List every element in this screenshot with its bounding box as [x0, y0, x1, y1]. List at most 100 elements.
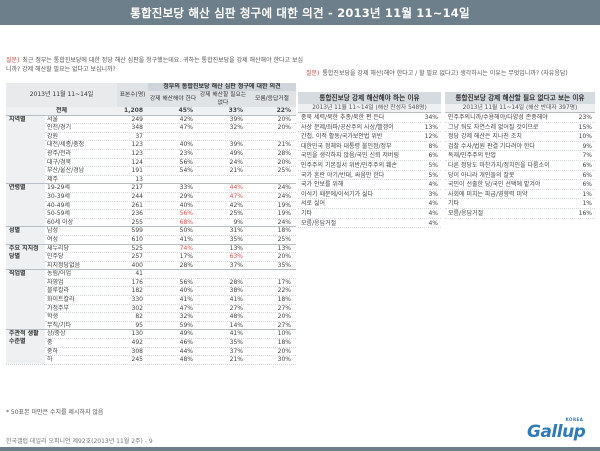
list-item: 민주주의니까/수용해야/다양성 존중해야 23%: [445, 113, 595, 123]
row-dissolve: 42%: [148, 114, 198, 125]
row-unsure: 18%: [248, 226, 296, 236]
row-no-need: [198, 175, 248, 185]
row-unsure: 22%: [248, 286, 296, 297]
list-item: 대한민국 정체와 대통령 불인정/정부 8%: [298, 142, 441, 152]
table-row: 블루칼라 182 40% 38% 22%: [6, 286, 296, 297]
table-row: 주요 지지정당별 새누리당 525 74% 13% 13%: [6, 243, 296, 271]
table-row: 강원 37: [6, 132, 296, 142]
reason-label: 대한민국 정체와 대통령 불인정/정부: [301, 142, 392, 150]
table-row: 학생 82 32% 48% 20%: [6, 312, 296, 322]
row-n: 82: [117, 312, 148, 322]
row-unsure: 27%: [248, 321, 296, 331]
opinion-table: 2013년 11월 11~14일 표본수(명) 정부의 통합진보당 해산 심판 …: [6, 83, 296, 365]
row-dissolve: [148, 269, 198, 279]
row-n: 191: [117, 166, 148, 176]
row-unsure: 27%: [248, 304, 296, 314]
row-label: 광주/전라: [45, 149, 117, 159]
row-n: 525: [117, 243, 148, 254]
list-item: 민주주의 기본질서 위반/민주주의 훼손 5%: [298, 161, 441, 171]
row-n: 37: [117, 132, 148, 142]
list-item: 모름/응답거절 16%: [445, 209, 595, 219]
bottom-rule: [0, 447, 600, 451]
list-item: 검찰 수사/법원 판결 기다려야 한다 9%: [445, 142, 595, 152]
total-n: 1,208: [117, 107, 148, 116]
row-n: 257: [117, 252, 148, 262]
row-no-need: 32%: [198, 123, 248, 133]
row-unsure: 25%: [248, 235, 296, 245]
reason-value: 5%: [428, 161, 438, 169]
reason-value: 6%: [582, 161, 592, 169]
row-no-need: 13%: [198, 243, 248, 254]
row-n: 176: [117, 278, 148, 288]
table-row: 제주 13: [6, 175, 296, 185]
source-note: 한국갤럽 데일리 오피니언 제92호(2013년 11월 2주) - 9: [6, 438, 153, 445]
col-dissolve: 강제 해산해야 한다: [148, 90, 198, 107]
reason-label: 기타: [301, 209, 313, 217]
reason-label: 당이 아니라 개인들의 잘못: [448, 171, 515, 179]
row-dissolve: 68%: [148, 218, 198, 228]
table-row: 인천/경기 348 47% 32% 20%: [6, 123, 296, 133]
panel-subtitle: 2013년 11월 11~14일 (해산 찬성자 548명): [298, 104, 441, 113]
reason-value: 7%: [582, 152, 592, 160]
total-a: 45%: [148, 107, 198, 116]
row-no-need: 14%: [198, 321, 248, 331]
table-row: 가정주부 302 47% 27% 27%: [6, 304, 296, 314]
row-label: 대전/세종/충청: [45, 140, 117, 150]
row-dissolve: 56%: [148, 158, 198, 168]
row-unsure: 10%: [248, 329, 296, 340]
col-unsure: 모름/응답거절: [248, 90, 296, 107]
panel-subtitle: 2013년 11월 11~14일 (해산 반대자 397명): [445, 104, 595, 113]
question-mark: 질문): [306, 70, 320, 77]
reason-label: 이석기 때문에/이석기가 싫다: [301, 190, 374, 198]
row-unsure: 19%: [248, 209, 296, 219]
reason-label: 국민이 선출한 당/국민 선택에 맡겨야: [448, 181, 541, 189]
row-n: 182: [117, 286, 148, 297]
row-label: 60세 이상: [45, 218, 117, 228]
reasons-no-need-panel: 통합진보당 강제 해산할 필요 없다고 보는 이유 2013년 11월 11~1…: [445, 92, 595, 219]
reason-value: 6%: [582, 171, 592, 179]
row-dissolve: 41%: [148, 295, 198, 305]
row-label: 새누리당: [45, 243, 117, 254]
row-n: 348: [117, 123, 148, 133]
row-n: 599: [117, 226, 148, 236]
row-no-need: 41%: [198, 329, 248, 340]
row-dissolve: 50%: [148, 226, 198, 236]
row-no-need: 28%: [198, 278, 248, 288]
reason-label: 사회에 미치는 파급/영향력 미약: [448, 190, 528, 198]
row-label: 40-49세: [45, 201, 117, 211]
row-label: 인천/경기: [45, 123, 117, 133]
row-unsure: 20%: [248, 123, 296, 133]
row-unsure: 24%: [248, 218, 296, 228]
row-label: 블루칼라: [45, 286, 117, 297]
group-label: 직업별: [6, 269, 45, 331]
row-label: 30-39세: [45, 192, 117, 202]
reasons-no-need-list: 민주주의니까/수용해야/다양성 존중해야 23% 그냥 둬도 자연스레 없어질 것이…: [445, 113, 595, 219]
row-label: 여성: [45, 235, 117, 245]
row-label: 농림/어업: [45, 269, 117, 279]
row-n: 261: [117, 201, 148, 211]
table-row: 주관적 생활수준별 상/중상 130 49% 41% 10%: [6, 329, 296, 365]
row-no-need: 47%: [198, 192, 248, 202]
reasons-dissolve-panel: 통합진보당 강제 해산해야 하는 이유 2013년 11월 11~14일 (해산…: [298, 92, 441, 229]
row-unsure: 20%: [248, 312, 296, 322]
row-dissolve: 59%: [148, 321, 198, 331]
row-unsure: 20%: [248, 158, 296, 168]
list-item: 독재/민주주의 탄압 7%: [445, 151, 595, 161]
table-row: 무직/기타 95 59% 14% 27%: [6, 321, 296, 331]
reason-label: 그냥 둬도 자연스레 없어질 것이므로: [448, 123, 539, 131]
table-row: 여성 610 41% 35% 25%: [6, 235, 296, 245]
list-item: 다른 정당도 마찬가지/정치인을 다룸소이 6%: [445, 161, 595, 171]
reason-value: 4%: [428, 200, 438, 208]
total-b: 33%: [198, 107, 248, 116]
row-n: 308: [117, 347, 148, 357]
row-unsure: 28%: [248, 149, 296, 159]
reason-label: 국민을 생각하지 않음/국민 신뢰 저버림: [301, 152, 399, 160]
table-row: 민주당 257 17% 63% 20%: [6, 252, 296, 262]
row-unsure: 18%: [248, 338, 296, 348]
row-unsure: [248, 175, 296, 185]
row-no-need: [198, 132, 248, 142]
row-unsure: 18%: [248, 295, 296, 305]
row-dissolve: [148, 175, 198, 185]
row-unsure: 19%: [248, 201, 296, 211]
row-unsure: [248, 269, 296, 279]
